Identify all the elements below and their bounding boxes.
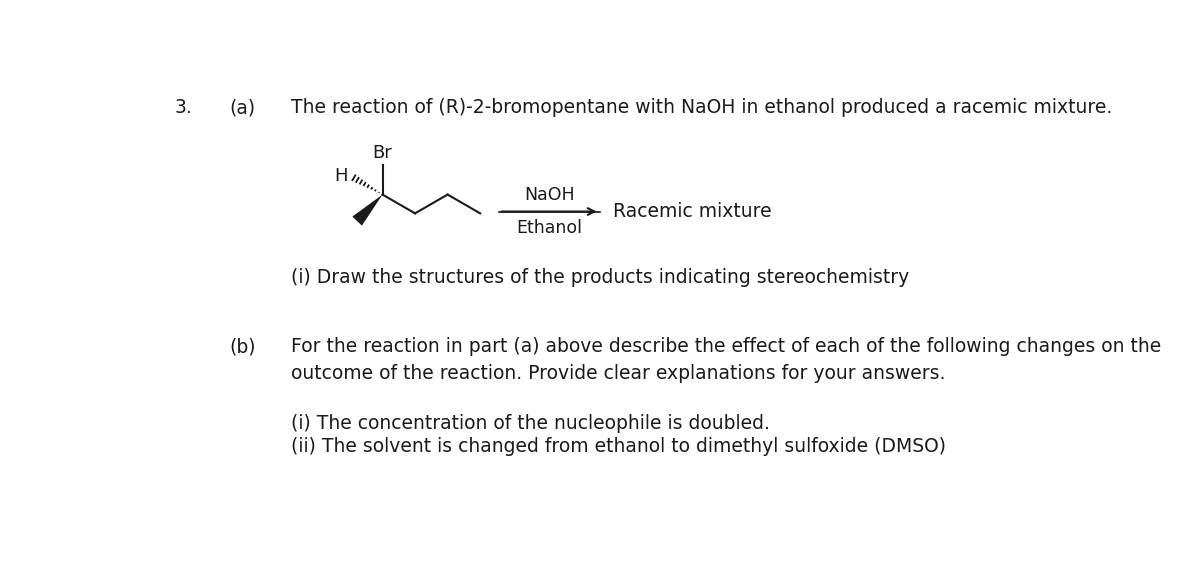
Text: (i) The concentration of the nucleophile is doubled.: (i) The concentration of the nucleophile… (292, 414, 770, 433)
Text: The reaction of (R)-2-bromopentane with NaOH in ethanol produced a racemic mixtu: The reaction of (R)-2-bromopentane with … (292, 98, 1112, 118)
Text: 3.: 3. (175, 98, 192, 118)
Text: (ii) The solvent is changed from ethanol to dimethyl sulfoxide (DMSO): (ii) The solvent is changed from ethanol… (292, 437, 946, 456)
Text: (b): (b) (229, 337, 256, 356)
Text: Ethanol: Ethanol (516, 219, 582, 237)
Text: (i) Draw the structures of the products indicating stereochemistry: (i) Draw the structures of the products … (292, 268, 910, 287)
Text: (a): (a) (229, 98, 256, 118)
Polygon shape (353, 194, 383, 226)
Text: Racemic mixture: Racemic mixture (613, 202, 772, 221)
Text: H: H (334, 167, 348, 185)
Text: NaOH: NaOH (524, 186, 575, 204)
Text: outcome of the reaction. Provide clear explanations for your answers.: outcome of the reaction. Provide clear e… (292, 364, 946, 383)
Text: For the reaction in part (a) above describe the effect of each of the following : For the reaction in part (a) above descr… (292, 337, 1162, 356)
Text: Br: Br (373, 144, 392, 162)
